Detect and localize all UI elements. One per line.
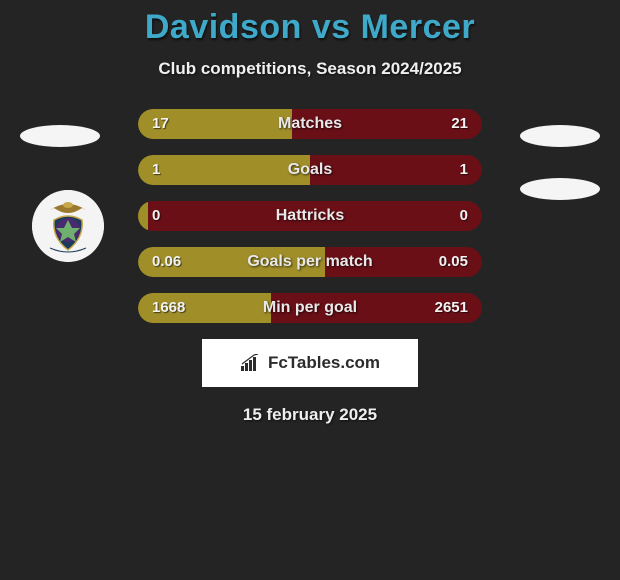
- branding-label: FcTables.com: [268, 353, 380, 373]
- stat-bar: [138, 109, 482, 139]
- stat-value-left: 17: [152, 109, 169, 139]
- stat-row-hattricks: 0 0 Hattricks: [138, 201, 482, 231]
- team-right-badge-1: [520, 125, 600, 147]
- stat-bar: [138, 155, 482, 185]
- stat-row-goals: 1 1 Goals: [138, 155, 482, 185]
- stat-value-right: 0: [460, 201, 468, 231]
- stat-bar: [138, 293, 482, 323]
- comparison-card: Davidson vs Mercer Club competitions, Se…: [0, 0, 620, 425]
- stat-value-left: 1668: [152, 293, 185, 323]
- page-title: Davidson vs Mercer: [0, 8, 620, 47]
- page-subtitle: Club competitions, Season 2024/2025: [0, 59, 620, 79]
- stat-value-right: 2651: [435, 293, 468, 323]
- stat-value-right: 1: [460, 155, 468, 185]
- stat-value-left: 0: [152, 201, 160, 231]
- stat-bar: [138, 201, 482, 231]
- team-left-crest: [32, 190, 104, 262]
- stats-bars: 17 21 Matches 1 1 Goals 0 0 Hattricks: [138, 109, 482, 323]
- stat-row-gpm: 0.06 0.05 Goals per match: [138, 247, 482, 277]
- stat-bar-right: [310, 155, 482, 185]
- date-label: 15 february 2025: [0, 405, 620, 425]
- bars-icon: [240, 354, 262, 372]
- stat-bar-right: [148, 201, 482, 231]
- crest-icon: [32, 190, 104, 262]
- stat-bar: [138, 247, 482, 277]
- stat-bar-left: [138, 155, 310, 185]
- stat-row-matches: 17 21 Matches: [138, 109, 482, 139]
- stat-value-left: 1: [152, 155, 160, 185]
- stat-value-left: 0.06: [152, 247, 181, 277]
- team-left-badge-1: [20, 125, 100, 147]
- stat-value-right: 21: [451, 109, 468, 139]
- stat-row-mpg: 1668 2651 Min per goal: [138, 293, 482, 323]
- team-right-badge-2: [520, 178, 600, 200]
- stat-value-right: 0.05: [439, 247, 468, 277]
- stat-bar-left: [138, 201, 148, 231]
- branding-box: FcTables.com: [202, 339, 418, 387]
